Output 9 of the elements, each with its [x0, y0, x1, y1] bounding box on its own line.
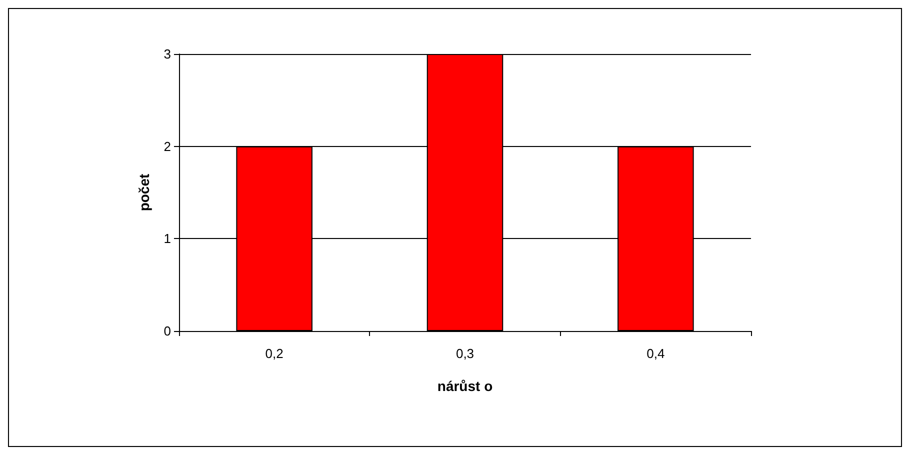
x-axis-title: nárůst o — [437, 378, 493, 394]
y-axis-title: počet — [136, 173, 152, 212]
x-tick-label: 0,3 — [456, 346, 474, 361]
y-tick-label: 2 — [164, 138, 171, 154]
y-tick-label: 0 — [164, 324, 171, 338]
y-tick-label: 1 — [164, 231, 171, 246]
y-tick-label: 3 — [164, 46, 171, 62]
x-tick-label: 0,2 — [265, 346, 284, 361]
x-tick-label: 0,4 — [646, 346, 665, 361]
